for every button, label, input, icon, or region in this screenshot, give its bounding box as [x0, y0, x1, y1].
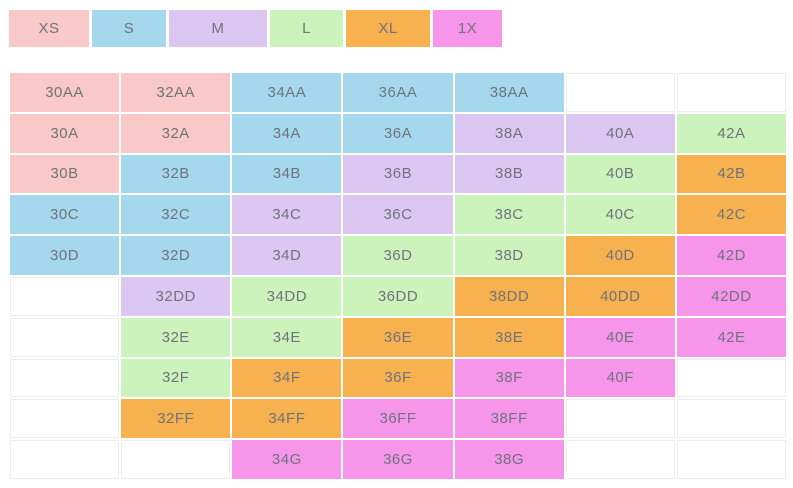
size-cell-38dd: 38DD [454, 276, 564, 316]
size-cell-42c: 42C [676, 195, 786, 235]
legend-item-s: S [92, 10, 166, 47]
size-cell-34aa: 34AA [232, 73, 342, 112]
size-cell-34e: 34E [232, 317, 342, 357]
size-cell-34b: 34B [232, 154, 342, 194]
size-cell-30b: 30B [10, 154, 120, 194]
size-cell-36f: 36F [343, 358, 453, 398]
size-cell-34dd: 34DD [232, 276, 342, 316]
size-cell-42dd: 42DD [676, 276, 786, 316]
size-cell-32f: 32F [121, 358, 231, 398]
empty-cell [10, 358, 120, 398]
size-cell-34g: 34G [232, 440, 342, 479]
size-cell-36g: 36G [343, 440, 453, 479]
size-cell-34d: 34D [232, 236, 342, 275]
size-cell-42b: 42B [676, 154, 786, 194]
size-cell-36dd: 36DD [343, 276, 453, 316]
size-cell-32e: 32E [121, 317, 231, 357]
size-cell-32b: 32B [121, 154, 231, 194]
empty-cell [676, 399, 786, 439]
size-cell-38g: 38G [454, 440, 564, 479]
size-cell-38aa: 38AA [454, 73, 564, 112]
size-cell-38b: 38B [454, 154, 564, 194]
size-cell-32c: 32C [121, 195, 231, 235]
size-cell-32aa: 32AA [121, 73, 231, 112]
size-cell-38e: 38E [454, 317, 564, 357]
size-cell-34a: 34A [232, 113, 342, 153]
size-cell-34c: 34C [232, 195, 342, 235]
size-cell-34ff: 34FF [232, 399, 342, 439]
size-cell-32dd: 32DD [121, 276, 231, 316]
size-cell-40c: 40C [565, 195, 675, 235]
size-cell-38d: 38D [454, 236, 564, 275]
size-cell-40d: 40D [565, 236, 675, 275]
legend-item-l: L [270, 10, 343, 47]
empty-cell [10, 440, 120, 479]
size-cell-34f: 34F [232, 358, 342, 398]
size-cell-32a: 32A [121, 113, 231, 153]
size-cell-36aa: 36AA [343, 73, 453, 112]
size-cell-42a: 42A [676, 113, 786, 153]
letter-size-legend: XS S M L XL 1X [9, 10, 502, 47]
size-cell-30d: 30D [10, 236, 120, 275]
empty-cell [676, 358, 786, 398]
size-cell-40a: 40A [565, 113, 675, 153]
size-cell-32ff: 32FF [121, 399, 231, 439]
legend-item-1x: 1X [433, 10, 502, 47]
size-cell-36c: 36C [343, 195, 453, 235]
empty-cell [565, 440, 675, 479]
size-cell-36e: 36E [343, 317, 453, 357]
size-cell-36ff: 36FF [343, 399, 453, 439]
size-cell-40f: 40F [565, 358, 675, 398]
empty-cell [10, 317, 120, 357]
size-cell-42d: 42D [676, 236, 786, 275]
legend-item-m: M [169, 10, 267, 47]
size-cell-30a: 30A [10, 113, 120, 153]
size-cell-36a: 36A [343, 113, 453, 153]
empty-cell [121, 440, 231, 479]
size-cell-32d: 32D [121, 236, 231, 275]
size-cell-30c: 30C [10, 195, 120, 235]
size-cell-30aa: 30AA [10, 73, 120, 112]
size-cell-40e: 40E [565, 317, 675, 357]
empty-cell [676, 73, 786, 112]
size-cell-36d: 36D [343, 236, 453, 275]
legend-item-xs: XS [9, 10, 89, 47]
size-cell-38a: 38A [454, 113, 564, 153]
empty-cell [565, 73, 675, 112]
size-cell-40dd: 40DD [565, 276, 675, 316]
bra-size-grid: 30AA 32AA 34AA 36AA 38AA 30A 32A 34A 36A 38A 40A 42… [10, 73, 786, 479]
size-cell-38f: 38F [454, 358, 564, 398]
empty-cell [10, 276, 120, 316]
legend-item-xl: XL [346, 10, 430, 47]
empty-cell [10, 399, 120, 439]
empty-cell [676, 440, 786, 479]
size-cell-40b: 40B [565, 154, 675, 194]
size-cell-38c: 38C [454, 195, 564, 235]
empty-cell [565, 399, 675, 439]
size-cell-42e: 42E [676, 317, 786, 357]
size-cell-38ff: 38FF [454, 399, 564, 439]
size-cell-36b: 36B [343, 154, 453, 194]
